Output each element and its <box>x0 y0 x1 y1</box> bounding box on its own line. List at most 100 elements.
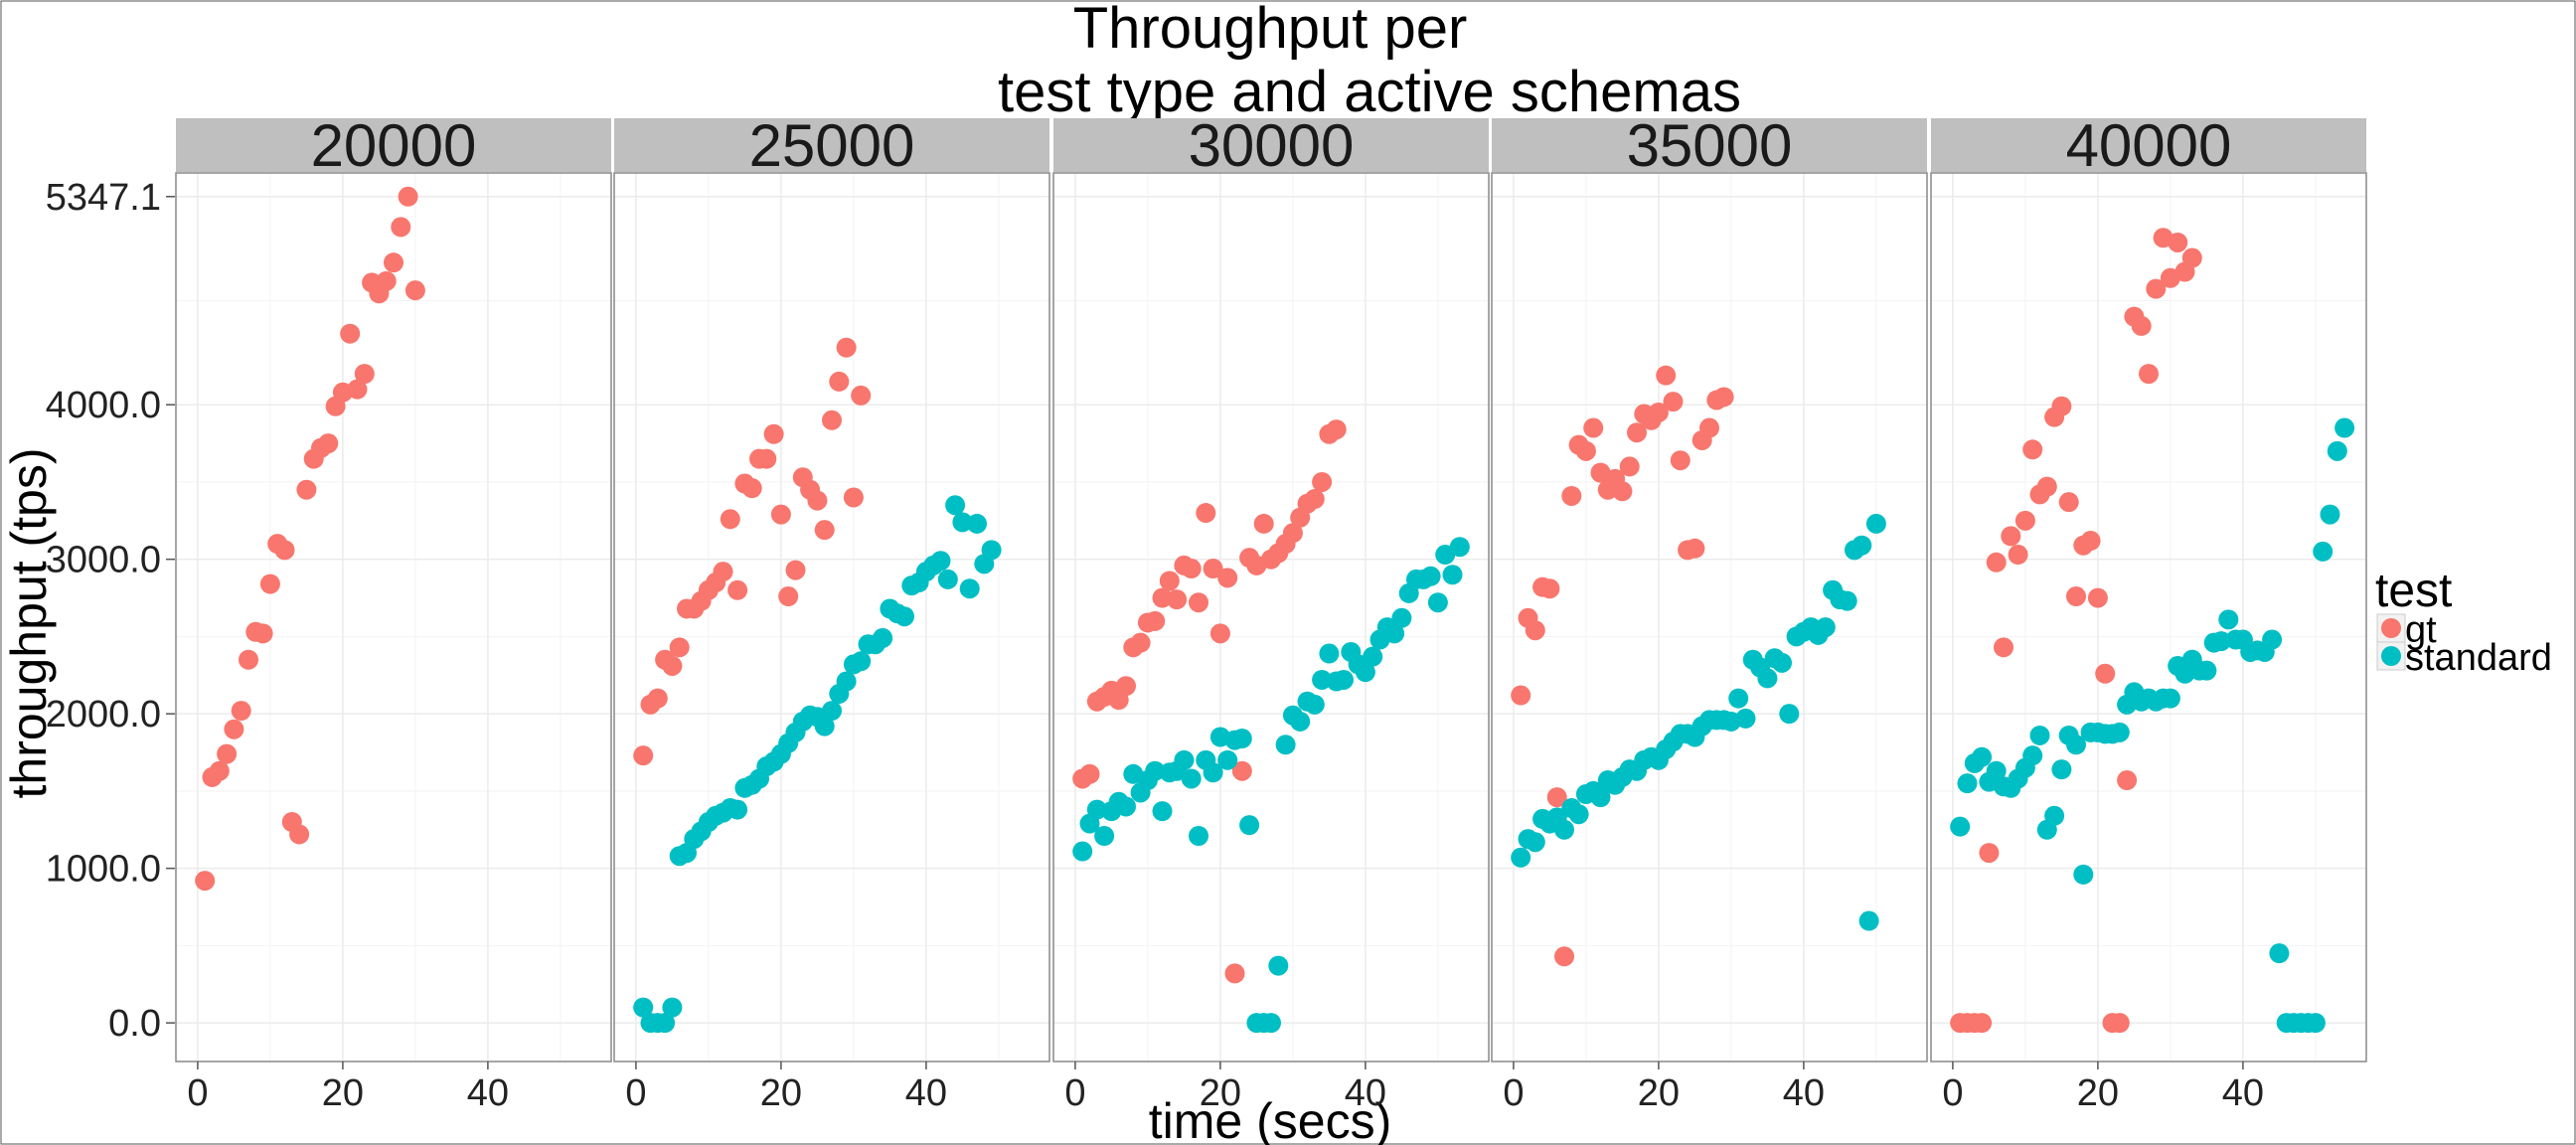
panel-20000: 20000 0 20 40 <box>175 112 612 1114</box>
point-gt <box>296 479 317 500</box>
point-gt <box>2117 770 2138 791</box>
point-gt <box>347 379 368 400</box>
point-standard <box>1837 590 1857 611</box>
point-gt <box>2022 439 2043 460</box>
panel-strip <box>614 118 1049 172</box>
point-standard <box>1319 643 1340 664</box>
point-gt <box>1224 963 1245 984</box>
panel-strip <box>1931 118 2366 172</box>
point-standard <box>930 551 951 572</box>
x-tick-label: 40 <box>2222 1072 2264 1114</box>
point-gt <box>822 409 842 430</box>
panel-30000: 30000 0 20 40 <box>1052 112 1490 1114</box>
point-standard <box>633 997 654 1018</box>
point-gt <box>231 701 251 722</box>
point-gt <box>1972 1013 1993 1034</box>
point-gt <box>2131 315 2152 336</box>
point-gt <box>252 623 273 644</box>
x-tick-label: 0 <box>1503 1072 1524 1114</box>
point-gt <box>807 490 828 511</box>
point-standard <box>2022 745 2043 766</box>
y-axis-title: throughput (tps) <box>1 448 57 799</box>
point-standard <box>1239 815 1260 836</box>
point-standard <box>894 606 914 627</box>
legend-label-gt: gt <box>2405 609 2437 651</box>
point-standard <box>822 701 842 722</box>
panel-40000: 40000 0 20 40 <box>1930 112 2367 1114</box>
point-standard <box>1384 623 1405 644</box>
point-standard <box>2327 440 2347 461</box>
x-tick-label: 0 <box>625 1072 646 1114</box>
point-gt <box>259 573 280 594</box>
panel-25000: 25000 0 20 40 <box>613 112 1050 1114</box>
point-gt <box>814 520 835 541</box>
point-gt <box>1312 471 1333 492</box>
panel-strip <box>1492 118 1927 172</box>
point-gt <box>2058 492 2079 513</box>
point-standard <box>981 540 1002 561</box>
panel-border <box>175 172 612 1063</box>
point-gt <box>1648 402 1669 422</box>
point-gt <box>239 649 258 670</box>
point-standard <box>945 495 966 516</box>
y-tick-label: 0.0 <box>108 1003 161 1045</box>
y-tick-label: 2000.0 <box>46 694 161 736</box>
point-standard <box>1420 566 1441 586</box>
point-standard <box>1815 617 1836 638</box>
y-tick-label: 5347.1 <box>46 177 161 219</box>
point-standard <box>1231 729 1252 749</box>
point-standard <box>2160 688 2180 709</box>
point-gt <box>274 540 295 561</box>
point-standard <box>1094 826 1115 847</box>
point-standard <box>2066 735 2086 755</box>
point-gt <box>1663 392 1684 412</box>
point-gt <box>1159 571 1180 591</box>
point-standard <box>1275 735 1296 755</box>
point-standard <box>1391 607 1412 628</box>
point-standard <box>2305 1013 2326 1034</box>
point-standard <box>952 512 973 533</box>
point-gt <box>376 270 397 291</box>
x-axis-title: time (secs) <box>1149 1093 1391 1145</box>
point-standard <box>1442 565 1463 585</box>
panel-background <box>1492 173 1927 1062</box>
point-standard <box>1116 796 1136 817</box>
point-gt <box>318 433 339 454</box>
point-standard <box>1449 537 1470 558</box>
point-standard <box>2109 722 2130 742</box>
point-standard <box>2320 504 2340 525</box>
point-gt <box>2181 247 2202 268</box>
point-gt <box>836 337 857 358</box>
point-standard <box>1355 662 1375 683</box>
point-gt <box>224 719 244 739</box>
point-standard <box>1554 819 1574 840</box>
point-gt <box>384 252 403 273</box>
point-gt <box>404 280 425 301</box>
point-standard <box>1086 799 1107 820</box>
panel-35000: 35000 0 20 40 <box>1491 112 1928 1114</box>
point-standard <box>937 569 958 589</box>
point-gt <box>289 824 310 845</box>
point-standard <box>873 627 893 648</box>
point-standard <box>1334 669 1354 690</box>
panel-border <box>1930 172 2367 1063</box>
point-gt <box>713 562 733 582</box>
panel-strip-label: 35000 <box>1627 112 1793 179</box>
point-gt <box>756 448 777 469</box>
point-standard <box>1858 910 1879 931</box>
point-gt <box>1713 387 1734 408</box>
point-gt <box>1554 946 1574 967</box>
point-gt <box>1511 685 1531 706</box>
point-standard <box>1957 773 1978 794</box>
point-standard <box>1852 535 1872 556</box>
point-gt <box>741 478 762 499</box>
x-tick-label: 20 <box>2077 1072 2119 1114</box>
point-standard <box>1511 847 1531 868</box>
y-tick-label: 4000.0 <box>46 385 161 426</box>
x-tick-label: 40 <box>905 1072 947 1114</box>
chart-title-line1: Throughput per <box>1073 0 1468 61</box>
panel-strip-label: 30000 <box>1189 112 1355 179</box>
point-gt <box>391 217 411 238</box>
point-gt <box>209 760 230 781</box>
